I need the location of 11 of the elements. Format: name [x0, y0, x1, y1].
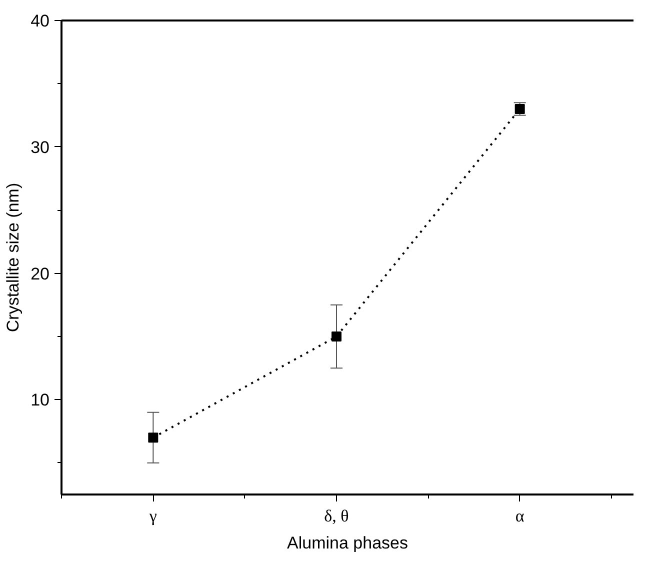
- y-tick-label: 30: [30, 138, 50, 157]
- point: [332, 332, 342, 342]
- y-tick-label: 40: [30, 12, 50, 30]
- point: [148, 432, 158, 443]
- x-tick-label: δ, θ: [324, 506, 349, 526]
- x-tick-label: α: [515, 506, 524, 526]
- y-tick-label: 20: [30, 264, 50, 284]
- y-tick-label: 10: [30, 390, 50, 410]
- x-tick-label: γ: [148, 506, 158, 526]
- x-axis-title: Alumina phases: [287, 534, 408, 552]
- y-axis-title: Crystallite size (nm): [4, 182, 23, 332]
